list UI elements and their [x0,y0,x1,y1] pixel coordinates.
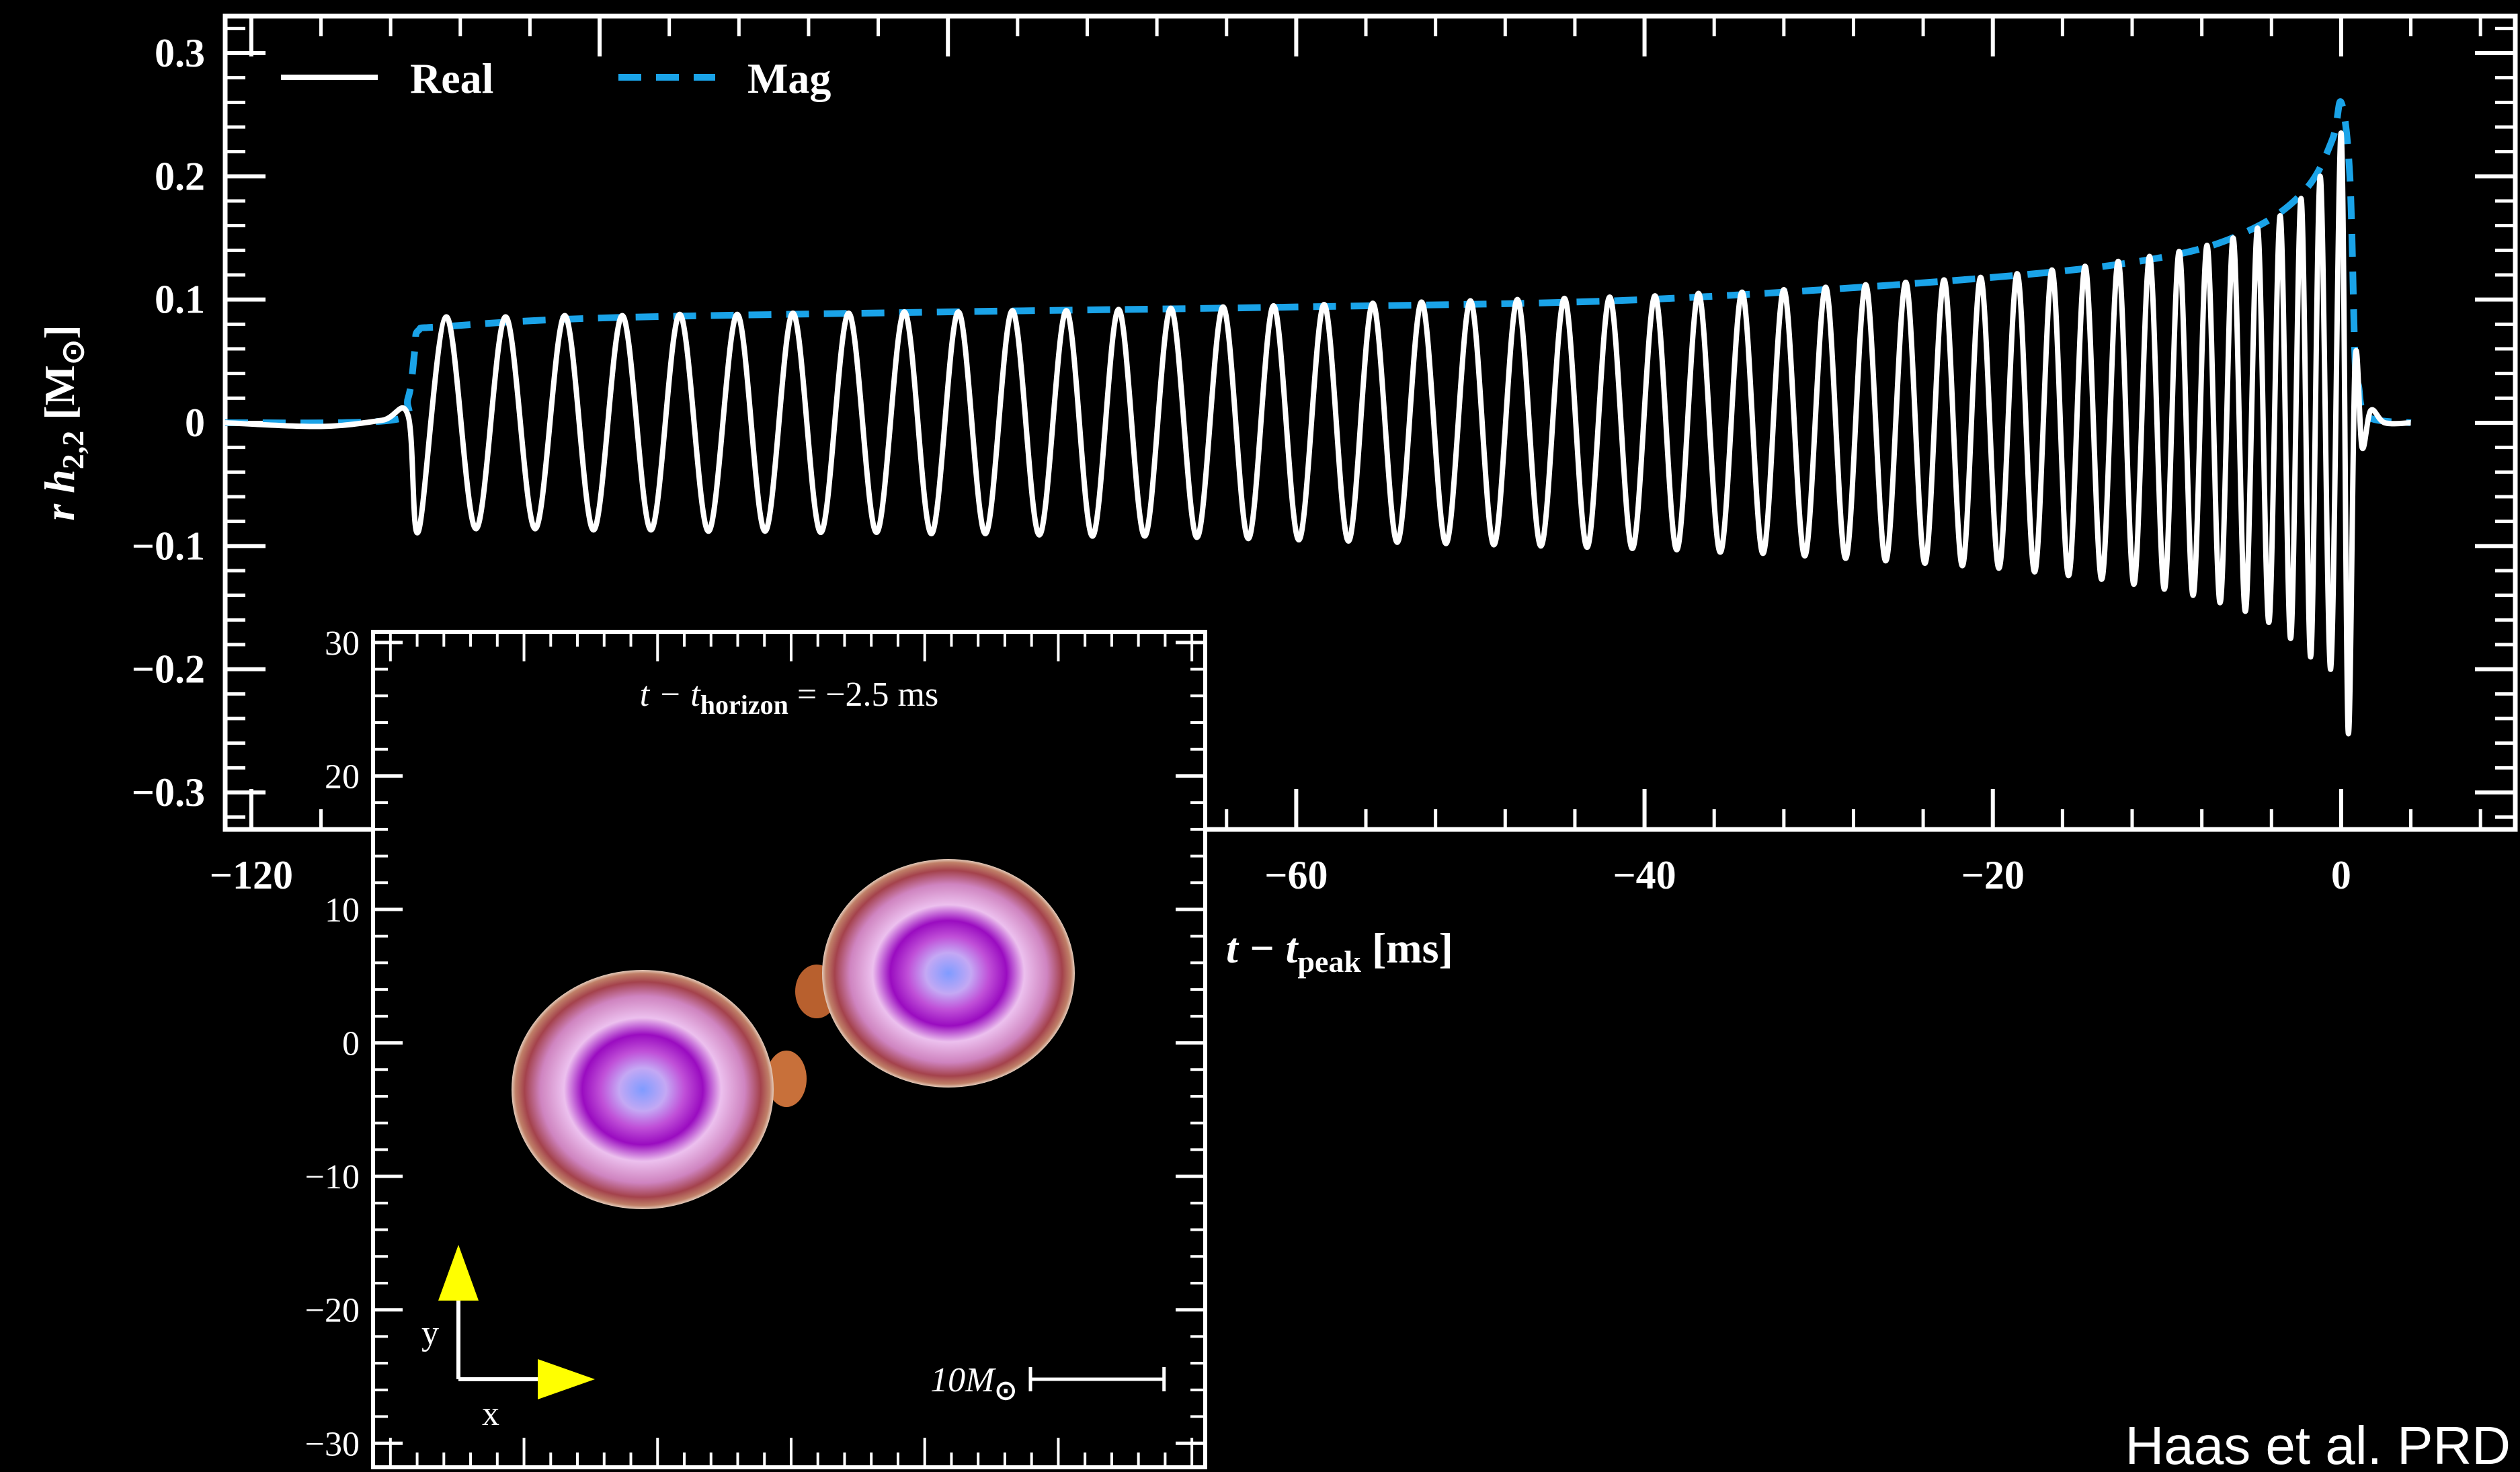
arrow-head [538,1359,595,1399]
y-tick-label: −0.2 [132,647,205,692]
text-part: = −2.5 ms [788,676,938,714]
x-tick-label: −60 [1264,853,1328,897]
text-part: [M [36,365,83,431]
arrow-head [438,1245,479,1301]
y-tick-label: 0 [185,401,205,445]
x-tick-label: −120 [210,853,293,897]
y-tick-label: 0.1 [155,278,205,322]
y-axis-label: r h2,2 [M⊙] [36,325,90,521]
x-axis-label: t − tpeak [ms] [1226,924,1453,979]
subscript: ⊙ [994,1375,1017,1405]
inset-background [373,632,1205,1467]
tidal-tail [766,1051,807,1107]
y-tick-label: 0 [342,1025,360,1063]
inset-plot: −30 −20 −10 0 10 20 30 t − thorizon = −2.5 ms x y… [305,624,1207,1469]
y-tick-label: 0.2 [155,154,205,198]
arrow-label: y [421,1314,439,1352]
subscript: peak [1297,944,1361,979]
text-part: 10M [930,1361,996,1399]
text-part: [ms] [1361,924,1453,972]
y-tick-label: −0.1 [132,524,205,568]
y-tick-label: 10 [325,891,360,930]
y-tick-label: −30 [305,1425,360,1463]
text-part: t − t [640,676,702,714]
legend-label: Mag [747,54,831,102]
y-tick-label: −20 [305,1292,360,1330]
inset-title: t − thorizon = −2.5 ms [640,676,938,720]
series-line [225,130,2411,737]
x-tick-label: −20 [1961,853,2025,897]
text-part: t − t [1226,924,1299,972]
legend-label: Real [410,54,493,102]
neutron-star [512,970,774,1209]
x-tick-label: 0 [2331,853,2351,897]
arrow-label: x [482,1395,499,1433]
x-tick-label: −40 [1613,853,1676,897]
citation: Haas et al. PRD [2125,1416,2511,1472]
neutron-star [822,859,1075,1088]
text-part: ] [36,325,83,339]
subscript: 2,2 [56,431,90,470]
text-part: r h [36,469,83,521]
subscript: ⊙ [56,339,90,366]
y-tick-label: −0.3 [132,770,205,815]
y-tick-label: −10 [305,1158,360,1196]
y-tick-label: 0.3 [155,31,205,75]
subscript: horizon [700,690,788,720]
scale-bar-label: 10M⊙ [930,1361,1017,1405]
y-tick-label: 20 [325,758,360,796]
y-tick-label: 30 [325,624,360,663]
inset-frame [371,630,1207,1469]
